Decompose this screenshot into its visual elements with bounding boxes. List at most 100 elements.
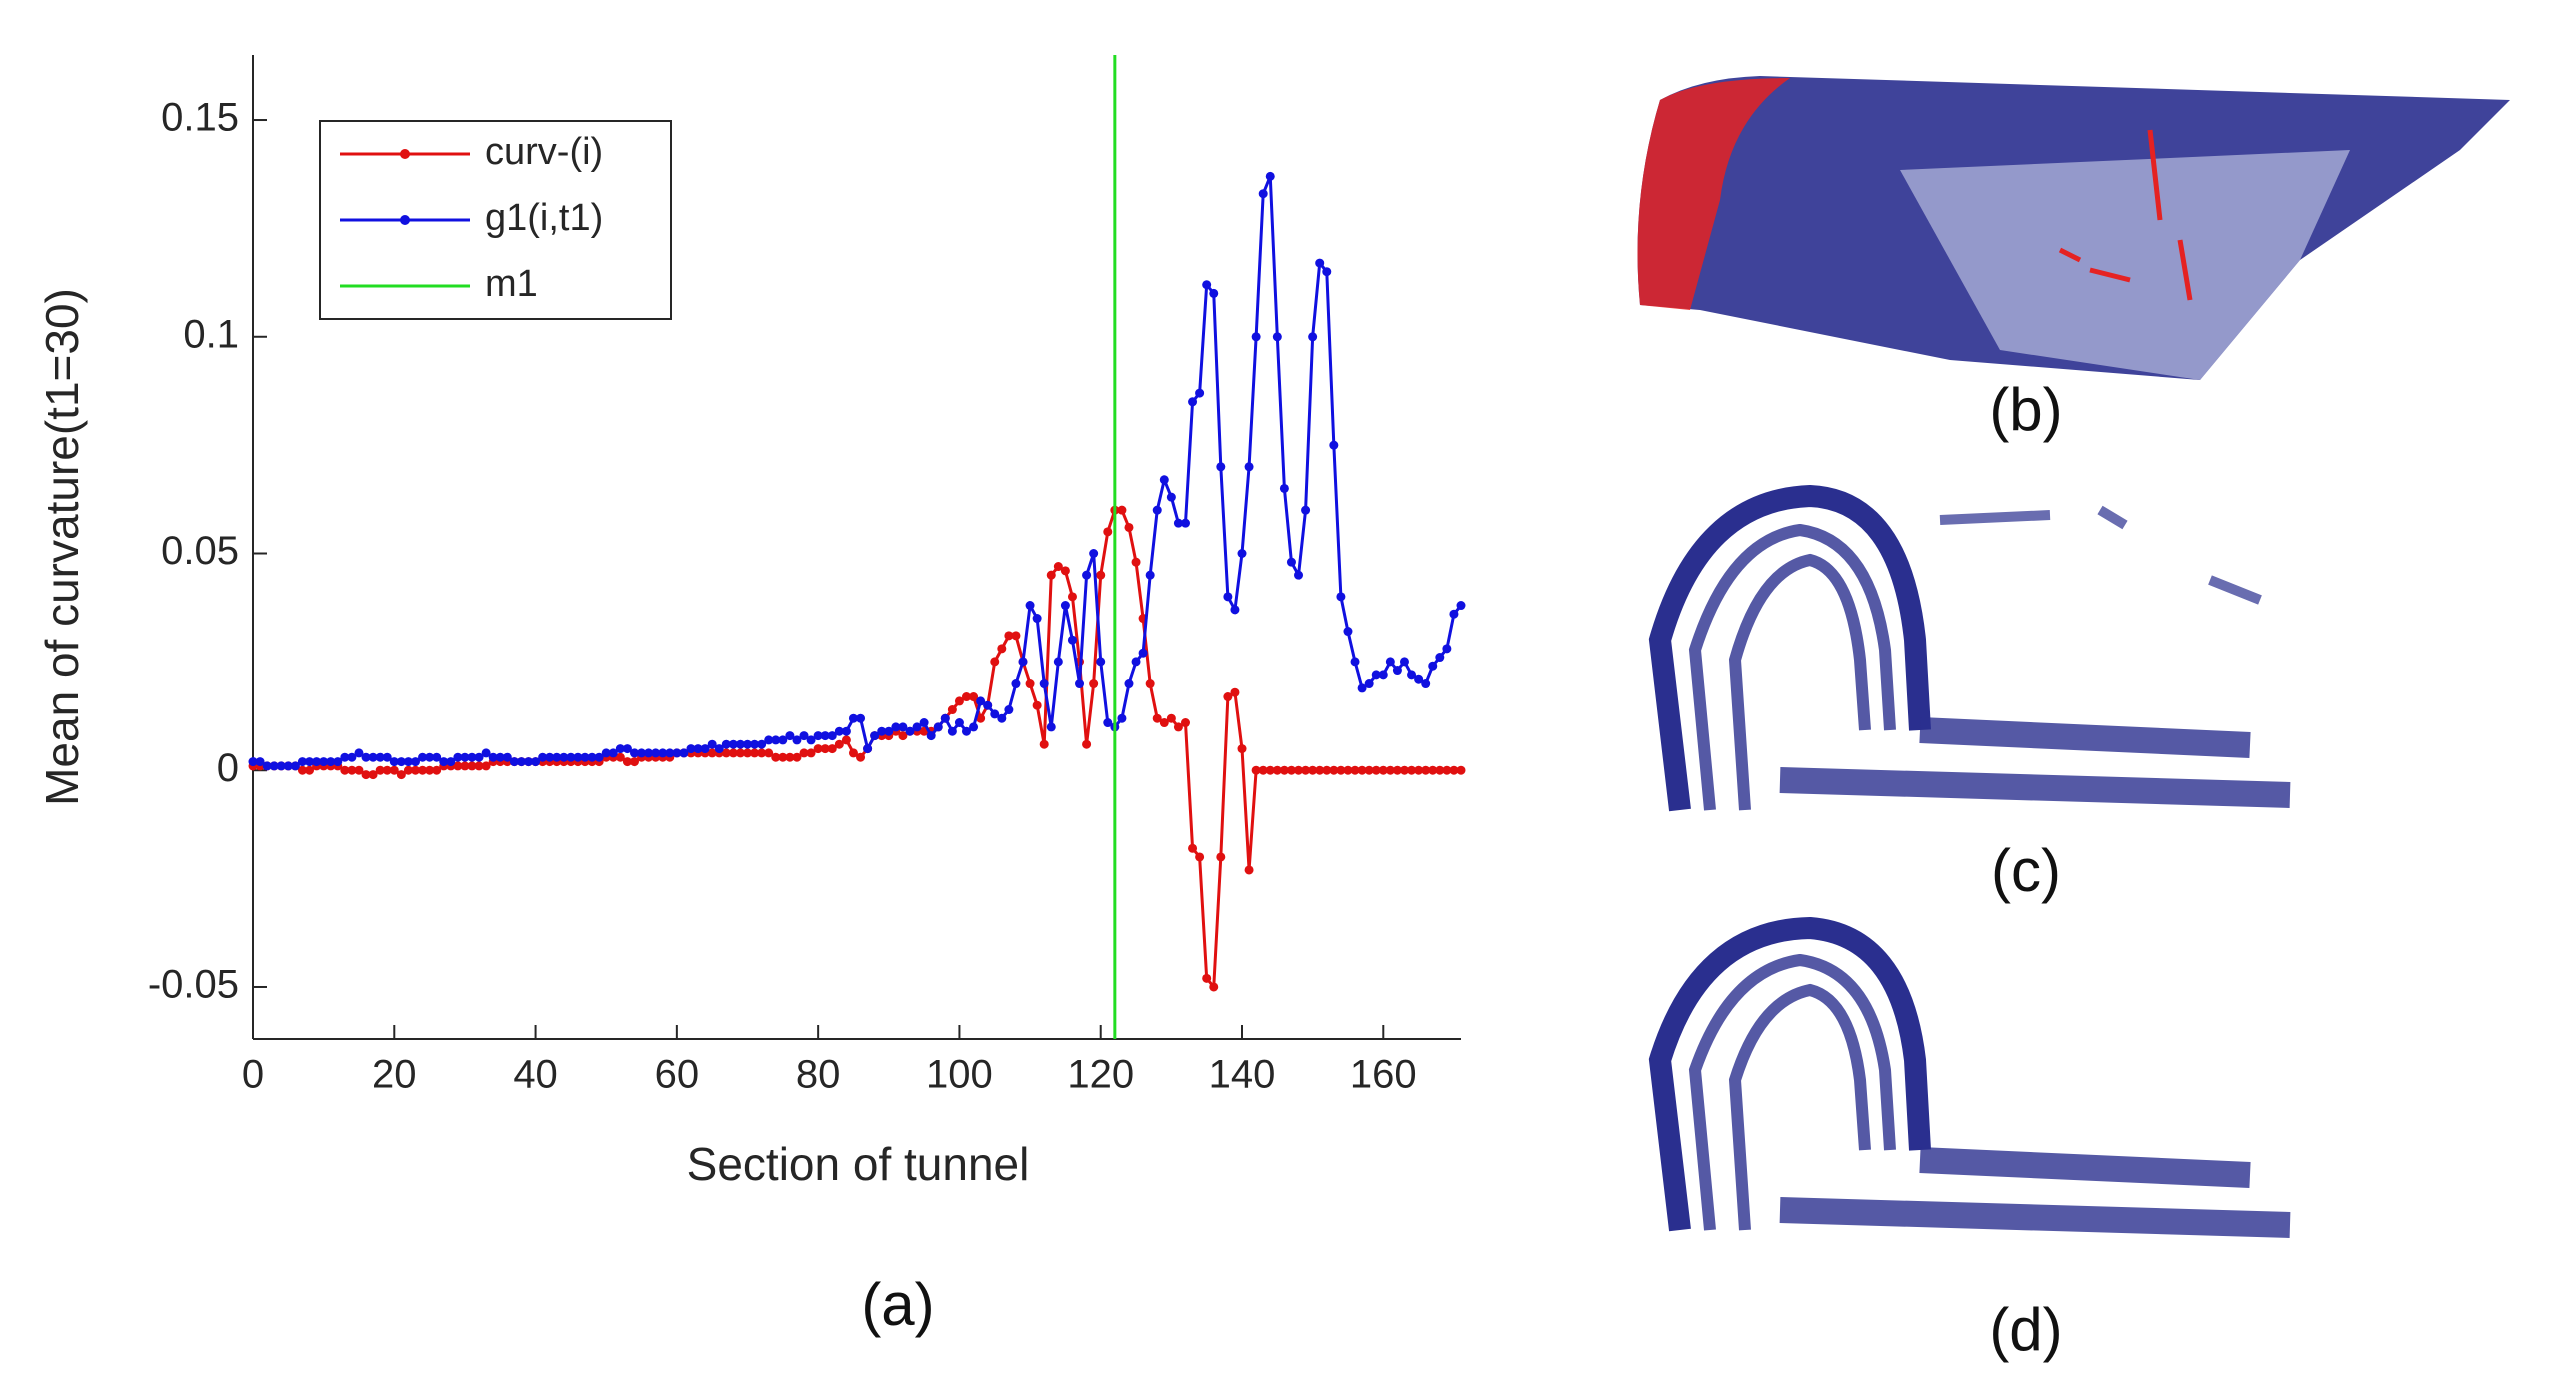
- data-point: [566, 752, 576, 762]
- data-point: [679, 748, 689, 758]
- data-point: [361, 770, 371, 780]
- data-point: [1350, 765, 1360, 775]
- data-point: [1421, 679, 1431, 689]
- data-point: [538, 752, 548, 762]
- data-point: [1364, 679, 1374, 689]
- data-point: [276, 761, 286, 771]
- data-point: [396, 757, 406, 767]
- data-point: [1152, 713, 1162, 723]
- data-point: [848, 748, 858, 758]
- data-point: [622, 757, 632, 767]
- data-point: [1046, 570, 1056, 580]
- x-tick-label: 120: [1067, 1053, 1134, 1097]
- data-point: [877, 726, 887, 736]
- data-point: [990, 657, 1000, 667]
- y-tick-label: 0.15: [161, 96, 239, 140]
- data-point: [354, 748, 364, 758]
- x-tick-label: 80: [796, 1053, 841, 1097]
- data-point: [488, 752, 498, 762]
- point-cloud-c: [1648, 484, 2291, 812]
- data-point: [1378, 765, 1388, 775]
- data-point: [283, 761, 293, 771]
- panel-label: (d): [1989, 1296, 2062, 1363]
- data-point: [771, 735, 781, 745]
- data-point: [1399, 657, 1409, 667]
- data-point: [1131, 657, 1141, 667]
- data-point: [1173, 722, 1183, 732]
- panel-label: (b): [1989, 376, 2062, 443]
- data-point: [1442, 644, 1452, 654]
- data-point: [594, 752, 604, 762]
- data-point: [361, 752, 371, 762]
- data-point: [757, 739, 767, 749]
- data-point: [933, 722, 943, 732]
- data-point: [502, 752, 512, 762]
- data-point: [1315, 258, 1325, 268]
- data-point: [1025, 601, 1035, 611]
- data-point: [269, 761, 279, 771]
- data-point: [467, 761, 477, 771]
- data-point: [707, 739, 717, 749]
- data-point: [997, 713, 1007, 723]
- data-point: [1414, 674, 1424, 684]
- data-point: [1188, 397, 1198, 407]
- data-point: [248, 757, 258, 767]
- data-point: [481, 761, 491, 771]
- data-point: [1082, 570, 1092, 580]
- data-point: [1251, 765, 1261, 775]
- data-point: [820, 744, 830, 754]
- data-point: [1060, 566, 1070, 576]
- data-point: [1025, 679, 1035, 689]
- data-point: [757, 748, 767, 758]
- x-tick-label: 160: [1350, 1053, 1417, 1097]
- data-point: [1195, 388, 1205, 398]
- data-point: [573, 752, 583, 762]
- data-point: [1272, 332, 1282, 342]
- data-point: [1308, 765, 1318, 775]
- data-point: [1407, 670, 1417, 680]
- data-point: [954, 718, 964, 728]
- x-tick-label: 60: [655, 1053, 700, 1097]
- data-point: [1456, 601, 1466, 611]
- data-point: [1428, 661, 1438, 671]
- data-point: [735, 748, 745, 758]
- data-point: [559, 752, 569, 762]
- data-point: [1258, 765, 1268, 775]
- data-point: [340, 752, 350, 762]
- data-point: [721, 748, 731, 758]
- data-point: [1173, 518, 1183, 528]
- data-point: [976, 713, 986, 723]
- data-point: [326, 757, 336, 767]
- data-point: [834, 739, 844, 749]
- data-point: [1343, 627, 1353, 637]
- data-point: [481, 748, 491, 758]
- data-point: [453, 761, 463, 771]
- data-point: [637, 748, 647, 758]
- data-point: [495, 752, 505, 762]
- data-point: [410, 765, 420, 775]
- point-cloud-d: [1648, 916, 2291, 1238]
- legend-label: m1: [485, 263, 538, 305]
- data-point: [700, 744, 710, 754]
- data-point: [1202, 973, 1212, 983]
- data-point: [806, 748, 816, 758]
- data-point: [813, 744, 823, 754]
- data-point: [912, 722, 922, 732]
- data-point: [1364, 765, 1374, 775]
- data-point: [516, 757, 526, 767]
- data-point: [1060, 601, 1070, 611]
- data-point: [1131, 557, 1141, 567]
- data-point: [947, 705, 957, 715]
- data-point: [1286, 765, 1296, 775]
- x-tick-label: 0: [242, 1053, 264, 1097]
- data-point: [1032, 614, 1042, 624]
- data-point: [1350, 657, 1360, 667]
- data-point: [1407, 765, 1417, 775]
- data-point: [856, 752, 866, 762]
- data-point: [813, 731, 823, 741]
- data-point: [1385, 657, 1395, 667]
- data-point: [552, 752, 562, 762]
- data-point: [1117, 713, 1127, 723]
- data-point: [735, 739, 745, 749]
- data-point: [1421, 765, 1431, 775]
